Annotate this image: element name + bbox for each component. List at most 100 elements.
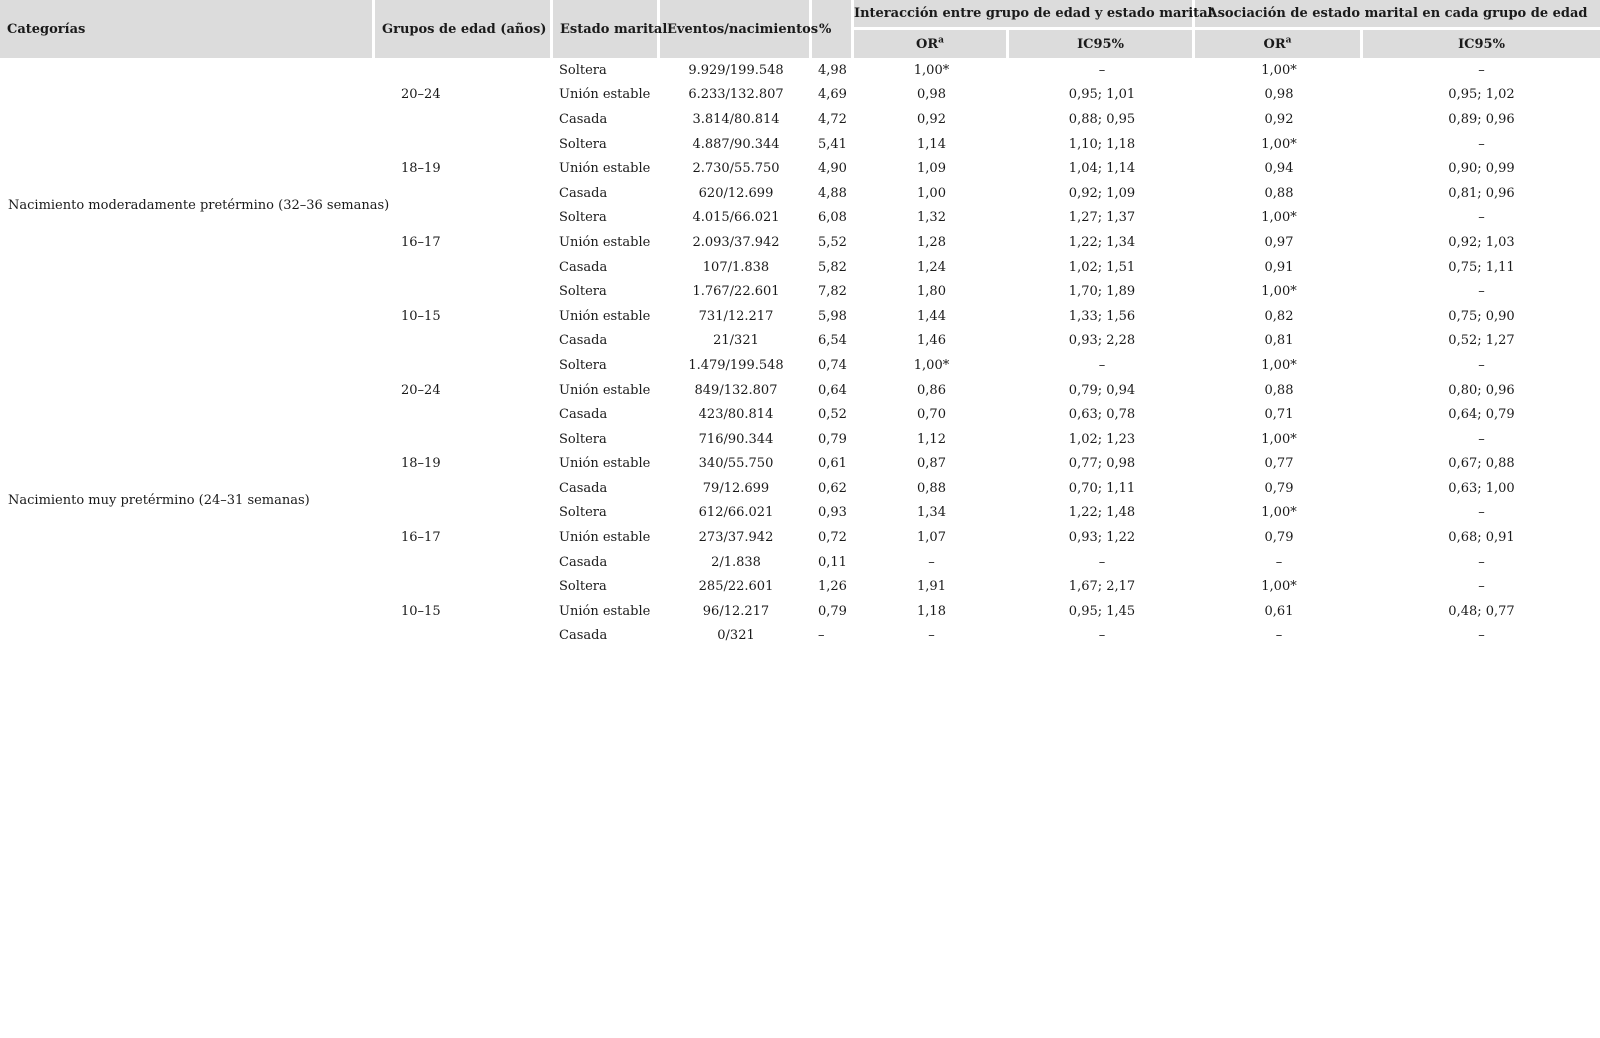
porcentaje-cell: 0,79 xyxy=(818,603,847,619)
eventos-nacimientos-cell: 849/132.807 xyxy=(694,382,778,398)
porcentaje-cell: 5,52 xyxy=(818,234,847,250)
age-group-cell: 20–24 xyxy=(401,382,441,398)
table-row: Unión estable 849/132.807 0,64 0,86 0,79; 0,… xyxy=(0,378,1600,403)
ic95-asociacion-cell: 0,95; 1,02 xyxy=(1448,87,1515,103)
or-asociacion-cell: 0,71 xyxy=(1264,407,1294,423)
porcentaje-cell: 6,54 xyxy=(818,333,847,349)
ic95-asociacion-cell: 0,80; 0,96 xyxy=(1448,382,1515,398)
or-label: OR xyxy=(1263,36,1286,52)
ic95-interaccion-cell: 0,95; 1,01 xyxy=(1068,87,1136,103)
estado-marital-cell: Unión estable xyxy=(559,382,651,398)
or-asociacion-cell: 0,92 xyxy=(1264,111,1294,127)
or-interaccion-cell: 1,14 xyxy=(917,136,946,152)
or-asociacion-cell: 0,81 xyxy=(1264,333,1294,349)
or-asociacion-cell: 0,61 xyxy=(1264,603,1294,619)
ic95-interaccion-cell: 1,10; 1,18 xyxy=(1068,136,1136,152)
estado-marital-cell: Casada xyxy=(559,259,608,275)
col-header-interaccion: Interacción entre grupo de edad y estado… xyxy=(854,0,1213,30)
estado-marital-cell: Casada xyxy=(559,111,608,127)
or-interaccion-cell: 0,86 xyxy=(917,382,946,398)
col-header-grupos-edad: Grupos de edad (años) xyxy=(375,0,553,58)
table-row: Unión estable 6.233/132.807 4,69 0,98 0,95; … xyxy=(0,83,1600,108)
or-interaccion-cell: 1,00* xyxy=(913,357,950,373)
ic95-interaccion-cell: 0,95; 1,45 xyxy=(1068,603,1136,619)
eventos-nacimientos-cell: 1.767/22.601 xyxy=(692,284,780,300)
or-asociacion-cell: 0,91 xyxy=(1264,259,1294,275)
ic95-asociacion-cell: – xyxy=(1478,628,1485,644)
col-header-estado-marital: Estado marital xyxy=(553,0,667,58)
or-asociacion-cell: 1,00* xyxy=(1261,357,1297,373)
porcentaje-cell: 1,26 xyxy=(818,579,847,595)
estado-marital-cell: Casada xyxy=(559,333,608,349)
or-asociacion-cell: 0,88 xyxy=(1264,382,1294,398)
ic95-asociacion-cell: – xyxy=(1478,210,1485,226)
col-subheader-or-interaccion: ORa xyxy=(854,30,1009,58)
eventos-nacimientos-cell: 4.887/90.344 xyxy=(692,136,780,152)
or-asociacion-cell: 0,98 xyxy=(1264,87,1294,103)
or-interaccion-cell: 0,92 xyxy=(917,111,946,127)
porcentaje-cell: 0,61 xyxy=(818,456,847,472)
porcentaje-cell: 5,98 xyxy=(818,308,847,324)
porcentaje-cell: 0,72 xyxy=(818,530,847,546)
estado-marital-cell: Soltera xyxy=(559,505,607,521)
estado-marital-cell: Casada xyxy=(559,185,608,201)
estado-marital-cell: Soltera xyxy=(559,284,607,300)
estado-marital-cell: Soltera xyxy=(559,62,607,78)
table-row: Casada 2/1.838 0,11 – – – – xyxy=(0,550,1600,575)
or-asociacion-cell: – xyxy=(1275,628,1283,644)
or-interaccion-cell: 1,00 xyxy=(917,185,946,201)
col-subheader-or-asociacion: ORa xyxy=(1195,30,1363,58)
or-interaccion-cell: 1,09 xyxy=(917,161,946,177)
table-row: Casada 21/321 6,54 1,46 0,93; 2,28 0,81 0,52; … xyxy=(0,329,1600,354)
porcentaje-cell: 4,69 xyxy=(818,87,847,103)
or-asociacion-cell: 0,82 xyxy=(1264,308,1294,324)
eventos-nacimientos-cell: 423/80.814 xyxy=(698,407,774,423)
porcentaje-cell: 0,52 xyxy=(818,407,847,423)
ic95-interaccion-cell: 1,67; 2,17 xyxy=(1068,579,1136,595)
or-asociacion-cell: 0,88 xyxy=(1264,185,1294,201)
or-interaccion-cell: 0,87 xyxy=(917,456,946,472)
or-interaccion-cell: 1,24 xyxy=(917,259,946,275)
ic95-interaccion-cell: 0,63; 0,78 xyxy=(1068,407,1136,423)
estado-marital-cell: Soltera xyxy=(559,431,607,447)
estado-marital-cell: Unión estable xyxy=(559,530,651,546)
table-row: 16–17 Soltera 4.015/66.021 6,08 1,32 1,27; 1,… xyxy=(0,206,1600,250)
ic95-asociacion-cell: 0,90; 0,99 xyxy=(1448,161,1515,177)
ic95-interaccion-cell: – xyxy=(1098,357,1106,373)
porcentaje-cell: 0,64 xyxy=(818,382,847,398)
or-interaccion-cell: 1,12 xyxy=(917,431,946,447)
category-cell: Nacimiento muy pretérmino (24–31 semanas… xyxy=(8,493,310,509)
eventos-nacimientos-cell: 612/66.021 xyxy=(698,505,774,521)
table-row: 16–17 Soltera 612/66.021 0,93 1,34 1,22; 1,48… xyxy=(0,501,1600,545)
col-header-porcentaje: % xyxy=(812,0,854,58)
eventos-nacimientos-cell: 6.233/132.807 xyxy=(688,87,784,103)
ic95-interaccion-cell: – xyxy=(1098,628,1106,644)
ic95-interaccion-cell: 0,70; 1,11 xyxy=(1068,480,1136,496)
table-row: Unión estable 96/12.217 0,79 1,18 0,95; 1,45… xyxy=(0,599,1600,624)
porcentaje-cell: 6,08 xyxy=(818,210,847,226)
eventos-nacimientos-cell: 0/321 xyxy=(717,628,755,644)
ic95-interaccion-cell: 0,79; 0,94 xyxy=(1068,382,1136,398)
ic95-interaccion-cell: 1,22; 1,48 xyxy=(1068,505,1136,521)
ic95-asociacion-cell: 0,63; 1,00 xyxy=(1448,480,1515,496)
or-asociacion-cell: 1,00* xyxy=(1261,136,1297,152)
eventos-nacimientos-cell: 96/12.217 xyxy=(702,603,770,619)
porcentaje-cell: 7,82 xyxy=(818,284,847,300)
eventos-nacimientos-cell: 2.093/37.942 xyxy=(692,234,780,250)
table-header: Categorías Grupos de edad (años) Estado … xyxy=(0,0,1600,58)
or-interaccion-cell: 1,91 xyxy=(917,579,946,595)
ic95-interaccion-cell: 0,93; 1,22 xyxy=(1068,530,1136,546)
ic95-asociacion-cell: 0,68; 0,91 xyxy=(1448,530,1515,546)
ic95-interaccion-cell: – xyxy=(1098,62,1106,78)
eventos-nacimientos-cell: 21/321 xyxy=(713,333,759,349)
or-interaccion-cell: 1,80 xyxy=(917,284,946,300)
or-interaccion-cell: 1,18 xyxy=(917,603,946,619)
ic95-interaccion-cell: 0,88; 0,95 xyxy=(1068,111,1136,127)
estado-marital-cell: Casada xyxy=(559,480,608,496)
ic95-interaccion-cell: 1,22; 1,34 xyxy=(1068,234,1136,250)
ic95-interaccion-cell: 1,02; 1,23 xyxy=(1068,431,1136,447)
or-asociacion-cell: 1,00* xyxy=(1261,284,1297,300)
ic95-asociacion-cell: – xyxy=(1478,284,1485,300)
table-row: 18–19 Soltera 4.887/90.344 5,41 1,14 1,10; 1,… xyxy=(0,132,1600,177)
porcentaje-cell: 0,74 xyxy=(818,357,847,373)
